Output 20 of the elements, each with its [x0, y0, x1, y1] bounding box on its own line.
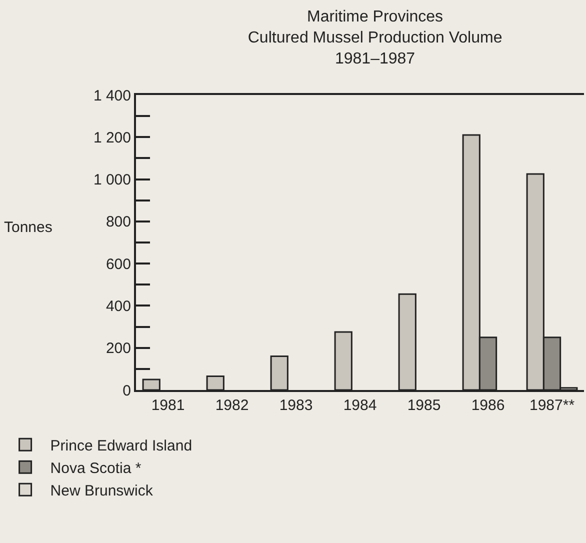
chart-title: Maritime Provinces Cultured Mussel Production Volume 1981–1987: [248, 8, 502, 68]
x-tick-label: 1987**: [529, 397, 575, 414]
y-axis-title: Tonnes: [4, 219, 52, 236]
y-tick-label: 1 400: [93, 87, 131, 104]
y-tick-label: 800: [106, 214, 131, 231]
x-tick-label: 1981: [151, 397, 185, 414]
y-tick-label: 600: [106, 256, 131, 273]
y-tick-label: 0: [122, 382, 131, 400]
y-tick-label: 200: [106, 340, 131, 358]
x-tick-label: 1984: [343, 397, 377, 414]
x-tick-label: 1982: [215, 397, 249, 414]
legend-label: New Brunswick: [50, 482, 154, 500]
y-tick-label: 1 000: [93, 172, 131, 189]
x-tick-label: 1986: [471, 397, 505, 414]
legend-label: Nova Scotia *: [50, 460, 142, 477]
x-tick-label: 1983: [279, 397, 313, 414]
x-tick-label: 1985: [407, 397, 441, 414]
y-tick-label: 400: [106, 298, 131, 315]
legend-label: Prince Edward Island: [50, 437, 192, 454]
y-tick-label: 1 200: [93, 129, 131, 146]
